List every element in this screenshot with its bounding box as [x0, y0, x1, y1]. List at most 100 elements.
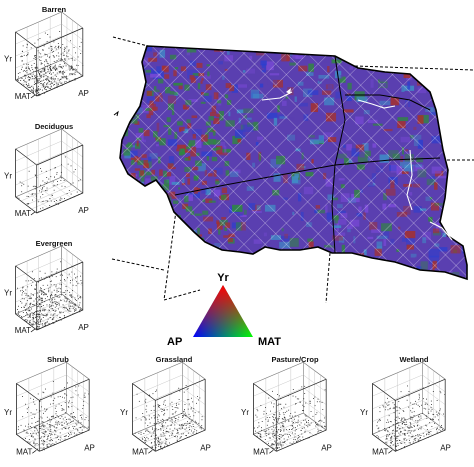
- scatter-point: [32, 294, 34, 296]
- scatter-point: [80, 432, 82, 434]
- scatter-point: [191, 430, 192, 432]
- map-pixel-patch: [180, 248, 183, 257]
- scatter-point: [290, 413, 292, 414]
- scatter-point: [396, 449, 397, 451]
- map-pixel-patch: [176, 245, 185, 254]
- leader-barren: [112, 36, 149, 47]
- map-pixel-patch: [124, 107, 130, 114]
- scatter-point: [292, 389, 294, 390]
- scatter-point: [74, 426, 76, 427]
- scatter-point: [72, 396, 74, 398]
- grid-line: [169, 418, 193, 436]
- scatter-point: [394, 433, 396, 435]
- scatter-point: [39, 79, 41, 81]
- scatter-point: [443, 413, 444, 415]
- scatter-point: [165, 437, 166, 439]
- map-pixel-patch: [144, 230, 150, 233]
- scatter-point: [43, 68, 45, 69]
- scatter-point: [36, 78, 37, 80]
- scatter-point: [35, 328, 37, 329]
- scatter-point: [79, 311, 81, 313]
- scatter-point: [31, 297, 32, 299]
- scatter-point: [35, 321, 37, 323]
- map-pixel-patch: [123, 221, 129, 224]
- scatter-point: [418, 439, 420, 441]
- scatter-point: [281, 422, 283, 424]
- scatter-point: [58, 71, 60, 72]
- axis-arrow-icon: [32, 450, 37, 454]
- scatter-point: [55, 423, 57, 425]
- scatter-point: [47, 435, 49, 437]
- scatter-point: [51, 51, 53, 53]
- scatter-point: [70, 67, 72, 69]
- scatter-point: [410, 416, 411, 418]
- scatter-point: [55, 64, 56, 66]
- scatter-point: [44, 293, 46, 295]
- scatter-point: [316, 401, 318, 403]
- scatter-point: [268, 428, 270, 430]
- scatter-point: [426, 434, 427, 436]
- scatter-point: [79, 296, 81, 297]
- scatter-point: [34, 312, 35, 313]
- scatter-point: [25, 280, 27, 282]
- scatter-point: [38, 314, 39, 315]
- scatter-point: [54, 65, 56, 67]
- scatter-point: [52, 308, 54, 309]
- scatter-point: [36, 307, 38, 309]
- scatter-point: [65, 306, 67, 308]
- map-pixel-patch: [134, 102, 139, 107]
- scatter-point: [55, 69, 56, 71]
- map-pixel-patch: [365, 277, 376, 279]
- scatter-point: [309, 403, 311, 404]
- scatter-point: [180, 428, 182, 430]
- scatter-point: [24, 75, 26, 77]
- scatter-point: [169, 428, 171, 430]
- scatter-point: [63, 76, 65, 77]
- scatter-point: [395, 445, 397, 447]
- axis-label-yr: Yr: [4, 55, 12, 64]
- scatter-point: [26, 55, 27, 57]
- scatter-point: [420, 428, 422, 430]
- map-pixel-patch: [455, 48, 465, 55]
- scatter-point: [292, 428, 293, 430]
- scatter-point: [36, 424, 38, 426]
- scatter-point: [64, 49, 65, 51]
- scatter-point: [79, 415, 81, 416]
- scatter-point: [46, 89, 47, 91]
- scatter-point: [53, 425, 55, 427]
- scatter-point: [385, 429, 387, 430]
- grid-line: [132, 387, 183, 410]
- scatter-point: [56, 437, 58, 438]
- scatter-point: [56, 173, 58, 175]
- scatter-point: [188, 426, 190, 428]
- scatter-point: [31, 435, 33, 437]
- scatter-point: [181, 427, 183, 429]
- map-pixel-patch: [450, 218, 458, 226]
- scatter-point: [42, 84, 44, 86]
- scatter-point: [39, 321, 41, 323]
- scatter-point: [23, 298, 25, 300]
- scatter-point: [69, 307, 71, 309]
- scatter-point: [274, 440, 276, 442]
- scatter-point: [385, 438, 387, 440]
- scatter-point: [322, 409, 324, 410]
- panel-title: Grassland: [156, 355, 193, 364]
- axis-label-yr: Yr: [360, 408, 368, 417]
- scatter-point: [30, 280, 32, 281]
- map-pixel-patch: [419, 57, 423, 62]
- scatter-point: [48, 443, 50, 445]
- scatter-point: [46, 322, 48, 323]
- scatter-point: [20, 301, 22, 302]
- scatter-point: [46, 444, 48, 446]
- scatter-point: [23, 429, 25, 431]
- scatter-point: [158, 406, 159, 407]
- scatter-point: [390, 421, 392, 423]
- scatter-point: [44, 436, 46, 437]
- scatter-point: [75, 428, 77, 430]
- scatter-point: [163, 419, 164, 421]
- scatter-point: [52, 72, 54, 74]
- scatter-point: [58, 65, 60, 67]
- scatter-point: [69, 310, 70, 312]
- scatter-point: [45, 322, 46, 324]
- cube-edge: [39, 429, 90, 452]
